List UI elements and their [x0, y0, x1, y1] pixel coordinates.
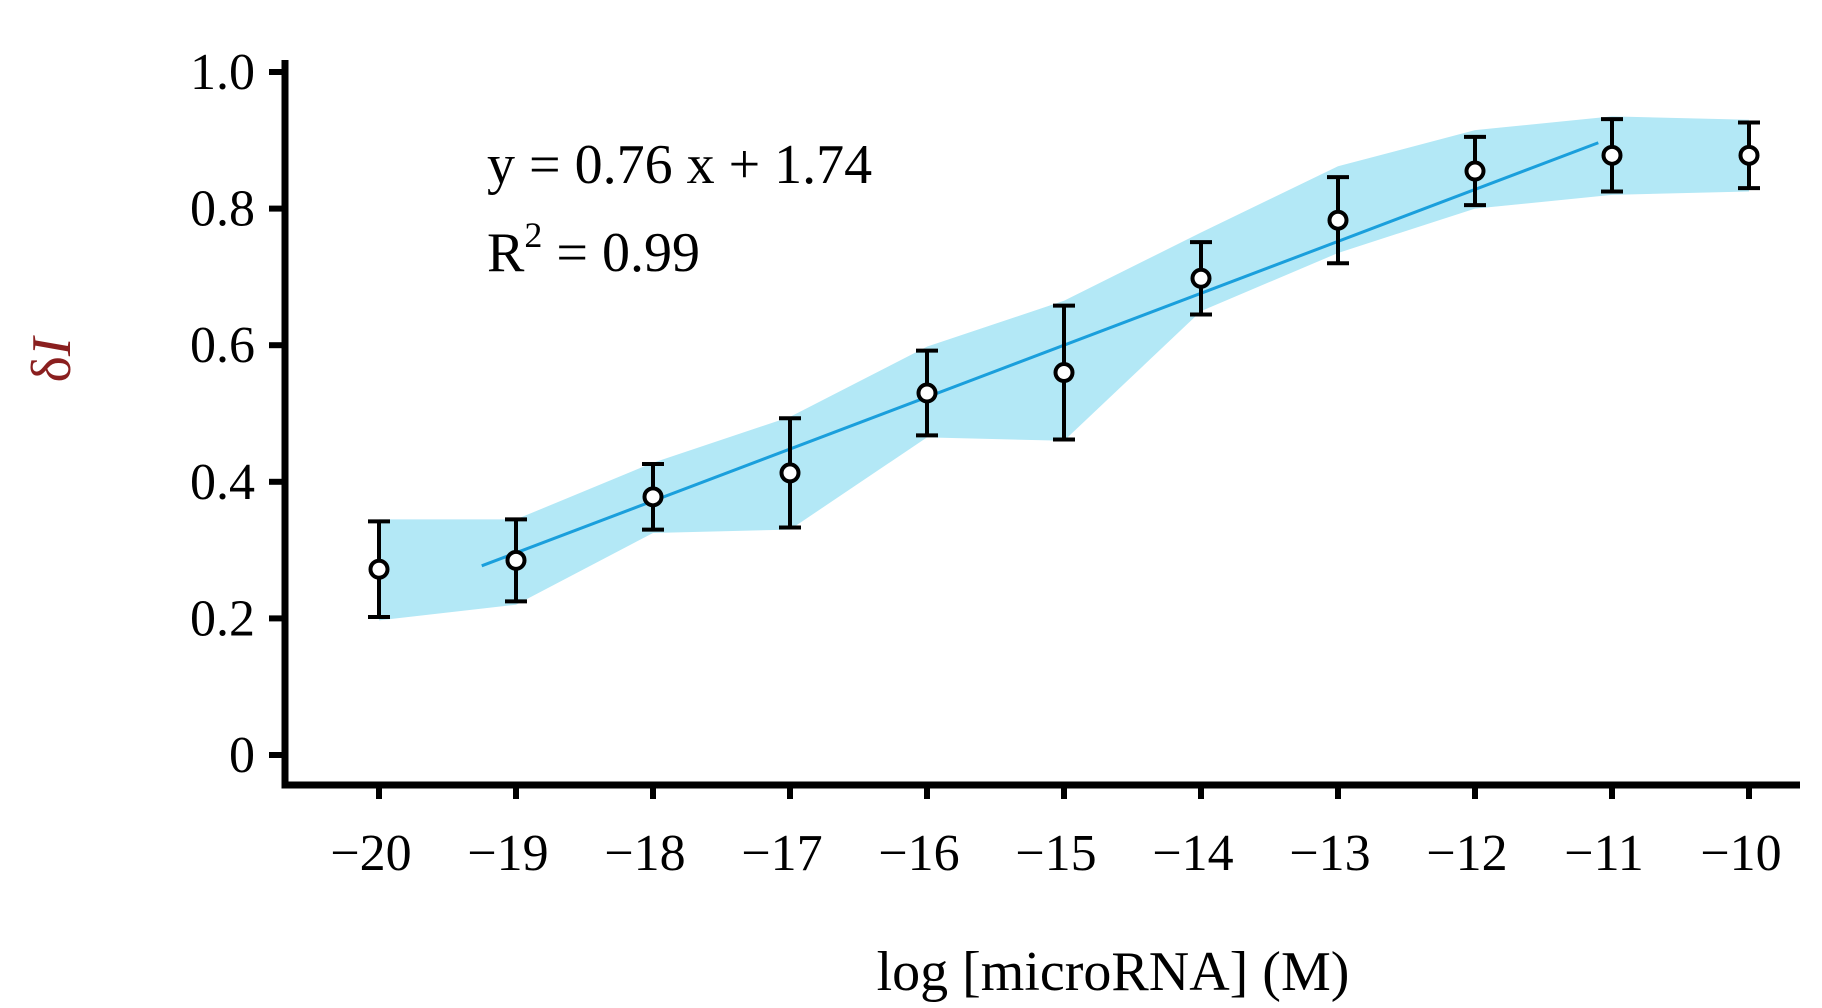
y-tick-label-2: 0.4: [190, 454, 255, 511]
r-squared-label: R2 = 0.99: [487, 215, 700, 284]
x-tick-label-6: −14: [1152, 825, 1233, 882]
x-tick-label-5: −15: [1015, 825, 1096, 882]
fit-line: [481, 141, 1599, 568]
x-axis-title: log [microRNA] (M): [877, 941, 1350, 1003]
data-point-8: [1464, 160, 1486, 182]
r-squared-superscript: 2: [524, 215, 542, 255]
data-point-4: [916, 382, 938, 404]
y-axis-title: δI: [21, 335, 83, 382]
y-axis-title-prefix: δ: [21, 356, 83, 382]
y-tick-label-5: 1.0: [190, 44, 255, 101]
data-point-7: [1327, 209, 1349, 231]
x-tick-label-3: −17: [741, 825, 822, 882]
x-tick-label-2: −18: [604, 825, 685, 882]
y-tick-label-1: 0.2: [190, 590, 255, 647]
x-tick-label-0: −20: [330, 825, 411, 882]
x-tick-label-8: −12: [1426, 825, 1507, 882]
y-tick-label-0: 0: [229, 727, 255, 784]
data-point-10: [1738, 144, 1760, 166]
data-point-0: [368, 558, 390, 580]
x-tick-label-9: −11: [1564, 825, 1643, 882]
data-point-6: [1190, 267, 1212, 289]
data-point-1: [505, 549, 527, 571]
data-point-3: [779, 462, 801, 484]
fit-equation-label: y = 0.76 x + 1.74: [487, 134, 872, 196]
y-axis-title-italic: I: [21, 335, 83, 357]
r-squared-value: = 0.99: [542, 222, 700, 284]
x-tick-label-4: −16: [878, 825, 959, 882]
x-tick-label-10: −10: [1700, 825, 1781, 882]
data-point-5: [1053, 362, 1075, 384]
y-tick-label-3: 0.6: [190, 317, 255, 374]
y-tick-label-4: 0.8: [190, 181, 255, 238]
r-squared-prefix: R: [487, 222, 525, 284]
x-tick-label-7: −13: [1289, 825, 1370, 882]
data-point-9: [1601, 144, 1623, 166]
data-point-2: [642, 486, 664, 508]
x-tick-label-1: −19: [467, 825, 548, 882]
